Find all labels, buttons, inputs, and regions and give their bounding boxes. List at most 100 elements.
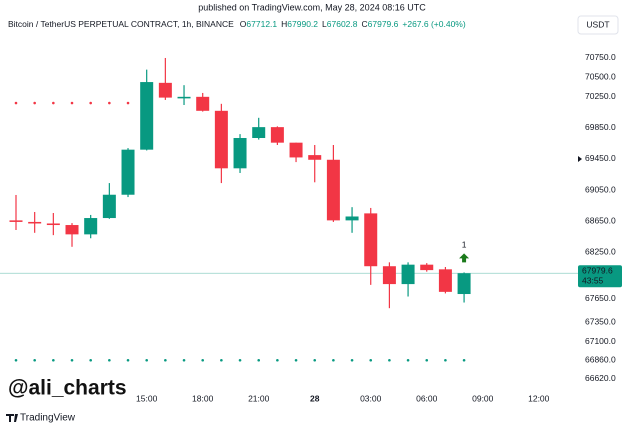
indicator-dot	[33, 101, 36, 105]
ohlc-value: 67602.8	[327, 19, 358, 29]
candle-body	[102, 194, 116, 219]
y-tick-label: 68250.0	[585, 246, 616, 256]
indicator-dot	[350, 358, 354, 362]
candle-body	[345, 216, 359, 221]
candle-body	[420, 264, 434, 271]
candle-body	[214, 110, 228, 169]
y-tick-label: 70500.0	[585, 72, 616, 82]
indicator-dot	[126, 101, 130, 105]
indicator-dot	[444, 358, 447, 362]
candle-body	[289, 142, 303, 158]
countdown: 43:55	[582, 275, 604, 285]
indicator-dot	[33, 358, 36, 362]
y-tick-label: 70250.0	[585, 91, 616, 101]
indicator-dot	[332, 358, 335, 362]
candle-body	[65, 225, 79, 235]
candle-body	[326, 159, 340, 221]
indicator-dot	[201, 358, 204, 362]
candle-body	[196, 96, 210, 111]
indicator-dot	[14, 101, 18, 105]
indicator-dot	[425, 358, 429, 362]
indicator-dot	[294, 358, 298, 362]
candle-body	[121, 149, 135, 195]
candle-body	[252, 127, 266, 139]
x-tick-label: 06:00	[416, 393, 438, 403]
indicator-dot	[89, 358, 92, 362]
candle-body	[438, 269, 452, 292]
price-marker	[578, 155, 582, 162]
candle-body	[177, 96, 191, 99]
indicator-dot	[238, 358, 242, 362]
y-tick-label: 66860.0	[585, 354, 616, 364]
x-tick-label: 15:00	[136, 393, 158, 403]
indicator-dot	[369, 358, 373, 362]
annotation: 1	[462, 240, 467, 250]
indicator-dot	[313, 358, 317, 362]
watermark: @ali_charts	[8, 377, 127, 400]
indicator-dot	[257, 358, 261, 362]
ohlc-label: H	[281, 19, 287, 29]
candle-body	[270, 127, 284, 143]
ohlc-label: L	[322, 19, 327, 29]
indicator-dot	[388, 358, 391, 362]
indicator-dot	[462, 358, 466, 362]
indicator-dot	[89, 101, 92, 105]
candle-body	[364, 213, 378, 267]
indicator-dot	[52, 358, 55, 362]
candle-body	[233, 138, 247, 169]
indicator-dot	[220, 358, 223, 362]
indicator-dot	[70, 358, 74, 362]
change: +267.6 (+0.40%)	[402, 19, 465, 29]
y-tick-label: 69450.0	[585, 153, 616, 163]
candle-body	[401, 264, 415, 285]
ohlc-value: 67712.1	[246, 19, 277, 29]
y-tick-label: 69050.0	[585, 184, 616, 194]
y-tick-label: 67350.0	[585, 316, 616, 326]
ohlc-label: O	[240, 19, 247, 29]
candle-body	[382, 266, 396, 285]
x-tick-label: 12:00	[528, 393, 550, 403]
candle-body	[457, 273, 471, 295]
indicator-dot	[14, 358, 18, 362]
indicator-dot	[52, 101, 55, 105]
y-tick-label: 70750.0	[585, 52, 616, 62]
y-tick-label: 66620.0	[585, 373, 616, 383]
ohlc-label: C	[362, 19, 368, 29]
currency: USDT	[586, 19, 609, 29]
candle-body	[9, 220, 23, 222]
candle-body	[46, 223, 60, 226]
y-tick-label: 67650.0	[585, 293, 616, 303]
candle-body	[84, 218, 98, 235]
price-label: 67979.6	[582, 265, 613, 275]
indicator-dot	[126, 358, 130, 362]
x-tick-label: 09:00	[472, 393, 494, 403]
x-tick-label: 18:00	[192, 393, 214, 403]
ohlc-value: 67979.6	[368, 19, 399, 29]
candle-body	[28, 221, 42, 224]
published-note: published on TradingView.com, May 28, 20…	[198, 2, 426, 12]
symbol: Bitcoin / TetherUS PERPETUAL CONTRACT, 1…	[8, 19, 234, 29]
indicator-dot	[406, 358, 410, 362]
indicator-dot	[164, 358, 167, 362]
x-tick-label: 28	[310, 393, 320, 403]
indicator-dot	[276, 358, 279, 362]
x-tick-label: 21:00	[248, 393, 270, 403]
y-tick-label: 67100.0	[585, 336, 616, 346]
x-tick-label: 03:00	[360, 393, 382, 403]
brand-logo	[6, 414, 18, 422]
price-label-box	[578, 265, 622, 288]
indicator-dot	[70, 101, 74, 105]
indicator-dot	[108, 358, 111, 362]
currency-box	[577, 15, 619, 35]
ohlc-value: 67990.2	[287, 19, 318, 29]
y-tick-label: 69850.0	[585, 122, 616, 132]
candle-body	[308, 155, 322, 160]
signal-arrow	[459, 253, 470, 263]
symbol-legend: Bitcoin / TetherUS PERPETUAL CONTRACT, 1…	[8, 19, 466, 29]
indicator-dot	[145, 358, 148, 362]
indicator-dot	[182, 358, 186, 362]
indicator-dot	[108, 101, 111, 105]
brand: TradingView	[20, 413, 76, 424]
